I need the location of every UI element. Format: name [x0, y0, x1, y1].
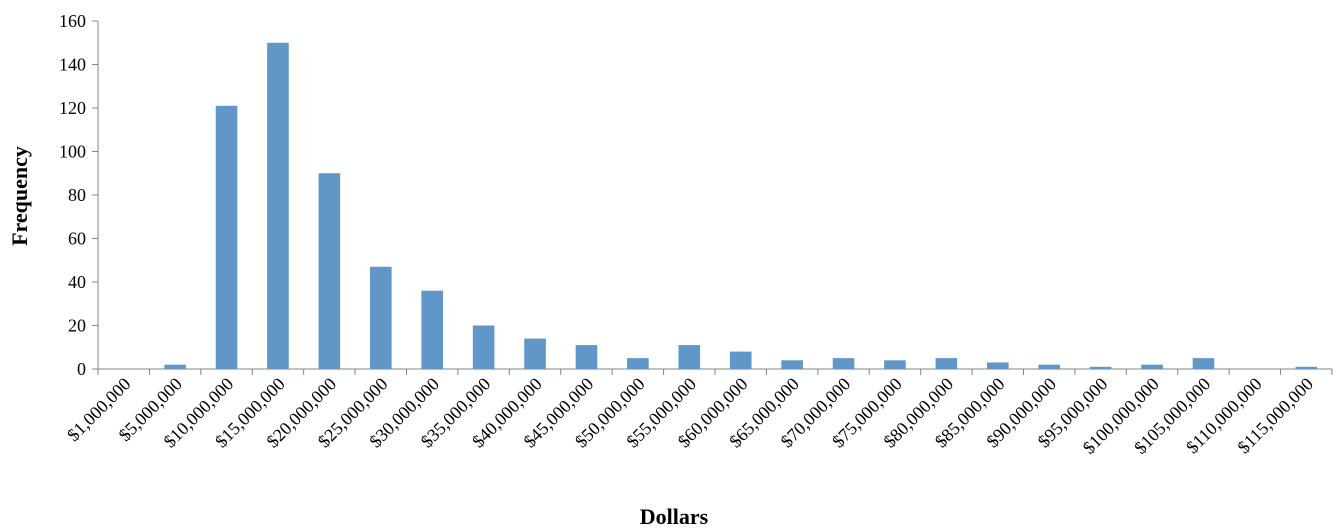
- y-tick-label: 80: [68, 185, 86, 205]
- histogram-bar: [472, 325, 495, 369]
- histogram-bar: [935, 358, 958, 369]
- x-axis-title: Dollars: [640, 504, 709, 529]
- histogram-bar: [215, 105, 238, 369]
- y-tick-label: 140: [59, 55, 86, 75]
- y-tick-label: 60: [68, 229, 86, 249]
- y-tick-label: 120: [59, 98, 86, 118]
- histogram-bar: [1141, 364, 1163, 369]
- y-tick-label: 40: [68, 272, 86, 292]
- histogram-bar: [524, 338, 546, 369]
- histogram-bar: [369, 266, 392, 369]
- histogram-bar: [575, 345, 598, 369]
- histogram-bar: [627, 358, 649, 369]
- histogram-bar: [421, 290, 444, 369]
- y-tick-label: 100: [59, 142, 86, 162]
- histogram-bar: [1089, 366, 1112, 369]
- histogram-bar: [884, 360, 906, 369]
- histogram-bar: [986, 362, 1009, 369]
- x-axis: [97, 368, 1333, 375]
- histogram-bar: [678, 345, 701, 369]
- histogram-bar: [318, 173, 341, 369]
- bars: [164, 42, 1318, 369]
- histogram-bar: [164, 364, 186, 369]
- histogram-bar: [267, 42, 289, 369]
- histogram-bar: [729, 351, 752, 369]
- y-tick-label: 0: [77, 359, 86, 379]
- histogram-bar: [1038, 364, 1061, 369]
- tick-labels: $1,000,000$5,000,000$10,000,000$15,000,0…: [63, 374, 1317, 458]
- y-axis: 0 20 40 60 80 100 120 140 160: [59, 11, 99, 379]
- histogram-bar: [1295, 366, 1318, 369]
- histogram-bar: [832, 358, 855, 369]
- y-axis-title: Frequency: [7, 146, 32, 246]
- y-tick-label: 160: [59, 11, 86, 31]
- y-tick-label: 20: [68, 316, 86, 336]
- histogram-bar: [781, 360, 803, 369]
- histogram-bar: [1192, 358, 1215, 369]
